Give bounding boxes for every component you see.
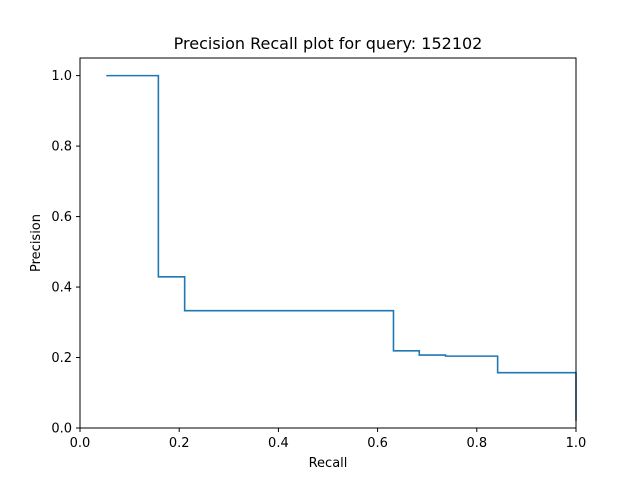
x-tick-label: 0.4 bbox=[268, 436, 289, 451]
y-tick-label: 0.2 bbox=[51, 351, 72, 366]
y-axis-ticks: 0.0 0.2 0.4 0.6 0.8 1.0 bbox=[51, 69, 80, 437]
x-tick-label: 0.2 bbox=[169, 436, 190, 451]
y-tick-label: 1.0 bbox=[51, 69, 72, 84]
y-tick-label: 0.0 bbox=[51, 422, 72, 437]
series-layer bbox=[106, 74, 577, 421]
y-tick-label: 0.4 bbox=[51, 281, 72, 296]
pr-curve-series-0 bbox=[106, 74, 577, 421]
x-axis-ticks: 0.0 0.2 0.4 0.6 0.8 1.0 bbox=[70, 428, 587, 451]
x-tick-label: 1.0 bbox=[566, 436, 587, 451]
x-tick-label: 0.0 bbox=[70, 436, 91, 451]
y-tick-label: 0.6 bbox=[51, 210, 72, 225]
x-axis-label: Recall bbox=[309, 456, 348, 471]
plot-area bbox=[80, 58, 576, 428]
y-tick-label: 0.8 bbox=[51, 140, 72, 155]
x-tick-label: 0.6 bbox=[367, 436, 388, 451]
x-tick-label: 0.8 bbox=[466, 436, 487, 451]
plot-frame bbox=[79, 57, 577, 429]
y-axis-label: Precision bbox=[29, 214, 44, 272]
chart-title: Precision Recall plot for query: 152102 bbox=[174, 34, 483, 53]
